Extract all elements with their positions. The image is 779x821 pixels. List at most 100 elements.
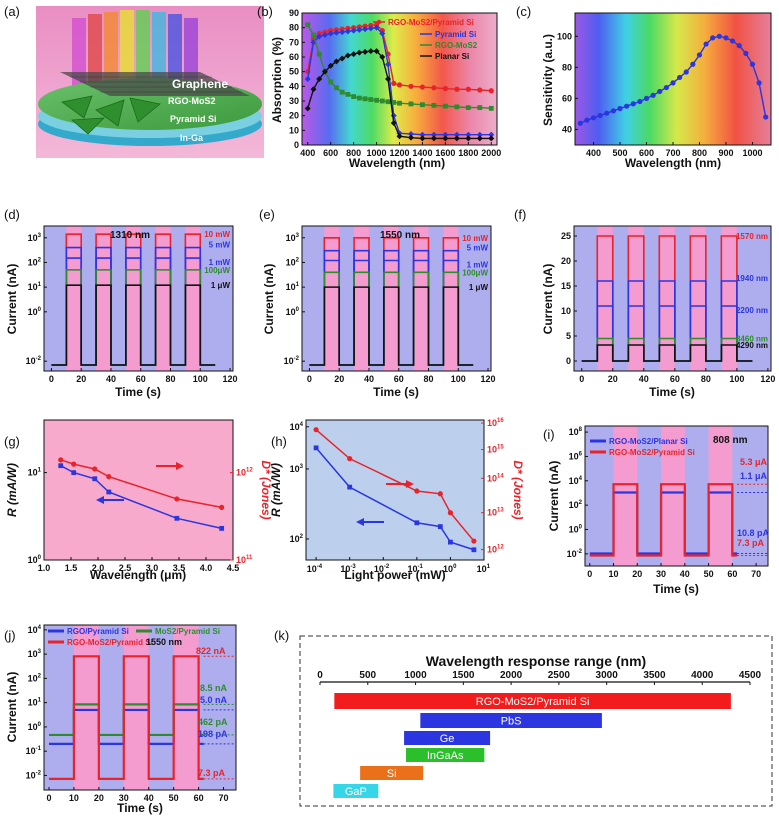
range-bar-2 — [404, 731, 491, 745]
y2tick-label-h-3: 1015 — [487, 445, 504, 455]
xtick-label-b-8: 2000 — [481, 148, 501, 158]
ytick-label-e-3: 102 — [286, 257, 300, 267]
point-g-1-5 — [219, 504, 225, 510]
point-b-1-22 — [465, 131, 472, 138]
arrows-g — [96, 462, 184, 504]
point-h-1-2 — [414, 488, 420, 494]
y2label-h: D* (Jones) — [511, 460, 525, 519]
point-g-0-3 — [106, 489, 112, 495]
panel-b: (b) Wavelength (nm) Absorption (%) 400 60… — [257, 4, 501, 170]
xtick-label-g-1: 1.5 — [65, 563, 78, 573]
ytick-label-h-1: 103 — [290, 464, 304, 474]
ytick-label-e-0: 10-2 — [284, 356, 300, 366]
point-b-2-0 — [305, 22, 311, 28]
xtick-label-f-0: 0 — [579, 374, 584, 384]
point-b-2-21 — [454, 104, 460, 110]
y2label-g: D* (Jones) — [259, 460, 273, 519]
point-b-2-5 — [334, 85, 339, 91]
xtick-label-k-2: 1000 — [404, 670, 427, 681]
frame-j — [43, 624, 237, 791]
point-b-3-14 — [385, 76, 392, 82]
xtick-label-f-4: 80 — [701, 374, 711, 384]
xtick-label-f-6: 120 — [760, 374, 775, 384]
xtick-label-c-4: 800 — [692, 148, 707, 158]
ytick-label-b-1: 10 — [289, 125, 299, 135]
point-b-1-4 — [327, 30, 334, 37]
ytick-label-i-1: 100 — [569, 524, 583, 534]
series-h — [313, 427, 477, 553]
frame-g — [43, 419, 234, 561]
pyramids — [61, 95, 161, 135]
point-c-0-2 — [590, 115, 597, 121]
ylabel-g: R (mA/W) — [5, 463, 19, 517]
on-band-f-1 — [628, 226, 644, 371]
point-b-0-21 — [454, 86, 460, 92]
series-h-line-1 — [315, 429, 475, 542]
point-b-3-12 — [373, 48, 380, 55]
ticks-j: 0 10 20 30 40 50 60 70 10-2 10-1 100 101 102 103 104 — [26, 625, 229, 803]
ylabel-b: Absorption (%) — [270, 37, 284, 123]
point-b-2-1 — [311, 32, 316, 38]
xtick-label-j-0: 0 — [46, 793, 51, 803]
ytick-label-b-2: 20 — [289, 111, 299, 121]
series-b — [304, 22, 495, 142]
legend-i-label-0: RGO-MoS2/Planar Si — [609, 437, 688, 446]
point-b-1-8 — [350, 27, 357, 34]
series-label-d-0: 10 mW — [204, 230, 230, 239]
series-label-e-3: 100μW — [462, 268, 488, 277]
xtick-label-b-1: 600 — [323, 148, 338, 158]
panel-label-d: (d) — [4, 207, 20, 222]
legend-b-label-3: Planar Si — [435, 52, 469, 61]
ytick-label-i-2: 102 — [569, 500, 583, 510]
on-band-f-3 — [690, 226, 706, 371]
on-band-d-3 — [155, 226, 171, 371]
legend-b-label-1: Pyramid Si — [435, 30, 476, 39]
range-bar-label-5: GaP — [345, 786, 367, 798]
annotation-i: 808 nm — [713, 435, 748, 446]
point-b-2-20 — [442, 103, 448, 109]
ytick-label-b-6: 60 — [289, 52, 299, 62]
point-b-0-23 — [477, 87, 483, 93]
xtick-label-f-2: 40 — [639, 374, 649, 384]
annotation-j: 1550 nm — [146, 637, 182, 647]
point-b-1-7 — [344, 28, 351, 35]
point-b-1-6 — [339, 29, 346, 36]
ytick-label-h-2: 104 — [290, 422, 304, 432]
ytick-label-i-5: 108 — [569, 427, 583, 437]
panel-j: (j) 0 10 20 30 40 50 60 70 10-2 10-1 100 101 102 103 1… — [4, 624, 237, 815]
on-value-j-1: 8.5 nA — [200, 683, 228, 693]
on-band-f-2 — [659, 226, 675, 371]
point-b-2-2 — [316, 51, 322, 57]
xtick-label-e-6: 120 — [481, 374, 496, 384]
xtick-label-g-6: 4.0 — [200, 563, 213, 573]
xtick-label-k-8: 4000 — [691, 670, 714, 681]
panel-label-g: (g) — [4, 434, 20, 449]
on-value-i-1: 5.3 μA — [740, 457, 768, 467]
point-b-3-19 — [430, 135, 437, 142]
point-c-0-8 — [630, 101, 636, 107]
off-value-j-0: 198 pA — [198, 729, 228, 739]
plot-area-b — [302, 13, 497, 145]
legend-i-label-1: RGO-MoS2/Pyramid Si — [609, 448, 695, 457]
point-g-1-3 — [106, 474, 112, 480]
point-c-0-0 — [577, 120, 583, 126]
xtick-label-j-2: 20 — [94, 793, 104, 803]
ylabel-c: Sensitivity (a.u.) — [541, 34, 555, 126]
series-label-f-1: 1940 nm — [736, 274, 768, 283]
panel-label-e: (e) — [259, 207, 275, 222]
xlabel-i: Time (s) — [653, 582, 699, 596]
point-b-1-13 — [379, 30, 386, 37]
point-h-0-5 — [471, 547, 477, 553]
series-f-2 — [581, 305, 753, 362]
y2tick-label-h-2: 1014 — [487, 473, 504, 483]
bars-k: RGO-MoS2/Pyramid Si PbS Ge InGaAs Si GaP — [333, 693, 731, 798]
point-b-1-5 — [333, 29, 340, 36]
panel-label-k: (k) — [274, 628, 289, 643]
point-c-0-6 — [617, 105, 623, 112]
point-b-0-24 — [488, 88, 494, 94]
point-b-1-18 — [419, 131, 426, 138]
y2tick-label-h-4: 1016 — [487, 418, 504, 428]
point-g-1-0 — [58, 457, 64, 463]
xtick-label-j-5: 50 — [169, 793, 179, 803]
xtick-label-k-4: 2000 — [500, 670, 523, 681]
